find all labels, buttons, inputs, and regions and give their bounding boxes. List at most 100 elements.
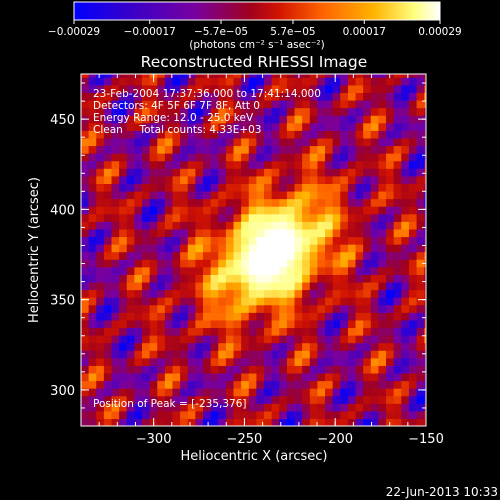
heatmap-cell [416,388,425,397]
heatmap-cell [317,74,326,78]
heatmap-cell [340,281,349,291]
heatmap-cell [88,122,97,131]
heatmap-cell [241,312,250,321]
heatmap-cell [347,304,357,313]
heatmap-cell [317,99,326,109]
heatmap-cell [347,130,357,139]
heatmap-cell [195,357,204,366]
heatmap-cell [332,74,341,78]
heatmap-cell [325,84,334,94]
heatmap-cell [325,122,334,131]
heatmap-cell [393,335,402,344]
heatmap-cell [325,388,334,397]
heatmap-cell [325,213,334,222]
colorbar-tick-label: 5.7e−05 [270,26,315,38]
heatmap-cell [347,115,357,124]
heatmap-cell [203,92,212,101]
heatmap-cell [172,297,181,306]
heatmap-cell [363,289,372,298]
heatmap-cell [317,92,326,101]
heatmap-cell [347,244,357,253]
heatmap-cell [347,74,357,78]
heatmap-cell [279,74,288,78]
heatmap-cell [271,213,280,222]
heatmap-cell [271,357,280,366]
heatmap-cell [96,175,105,184]
heatmap-cell [225,259,235,268]
heatmap-cell [96,122,105,131]
heatmap-cell [142,74,151,78]
heatmap-cell [233,335,242,344]
heatmap-cell [119,153,128,162]
heatmap-cell [119,183,128,192]
heatmap-cell [401,327,410,336]
heatmap-cell [393,92,402,101]
heatmap-cell [172,304,181,313]
heatmap-cell [96,350,105,359]
heatmap-cell [233,84,242,94]
heatmap-cell [309,221,319,230]
heatmap-cell [340,175,349,184]
heatmap-cell [340,289,349,298]
heatmap-cell [256,289,265,298]
heatmap-cell [157,175,166,184]
heatmap-cell [119,327,128,336]
heatmap-cell [180,236,189,245]
heatmap-cell [210,350,219,359]
heatmap-cell [264,99,273,109]
heatmap-cell [401,107,410,116]
heatmap-cell [180,84,189,94]
heatmap-cell [271,365,280,374]
heatmap-cell [264,410,273,420]
heatmap-cell [187,175,196,184]
heatmap-cell [424,312,426,321]
heatmap-cell [126,198,135,207]
heatmap-cell [195,107,204,116]
heatmap-cell [317,365,326,374]
heatmap-cell [286,183,296,192]
heatmap-cell [96,327,105,336]
heatmap-cell [340,395,349,404]
heatmap-cell [340,198,349,207]
heatmap-cell [302,251,311,260]
heatmap-cell [81,84,90,94]
heatmap-cell [309,274,319,283]
heatmap-cell [355,236,364,245]
heatmap-cell [393,221,402,230]
heatmap-cell [81,213,90,222]
heatmap-cell [119,198,128,207]
heatmap-cell [126,228,135,238]
heatmap-cell [134,335,143,344]
heatmap-cell [195,281,204,291]
heatmap-cell [401,130,410,139]
heatmap-cell [294,380,303,389]
heatmap-cell [172,122,181,131]
heatmap-cell [180,213,189,222]
heatmap-cell [88,297,97,306]
heatmap-cell [286,403,296,412]
heatmap-cell [294,221,303,230]
heatmap-cell [157,137,166,147]
heatmap-cell [340,228,349,238]
heatmap-cell [363,403,372,412]
heatmap-cell [134,244,143,253]
heatmap-cell [363,198,372,207]
heatmap-cell [134,418,143,426]
heatmap-cell [142,122,151,131]
heatmap-cell [416,168,425,177]
heatmap-cell [363,244,372,253]
heatmap-cell [210,183,219,192]
heatmap-cell [81,137,90,147]
heatmap-cell [81,304,90,313]
heatmap-cell [256,175,265,184]
heatmap-cell [218,274,227,283]
heatmap-cell [164,115,174,124]
heatmap-cell [378,319,387,329]
heatmap-cell [195,221,204,230]
heatmap-cell [119,115,128,124]
heatmap-cell [355,410,364,420]
heatmap-cell [386,137,395,147]
heatmap-cell [378,403,387,412]
heatmap-cell [325,259,334,268]
heatmap-cell [126,297,135,306]
